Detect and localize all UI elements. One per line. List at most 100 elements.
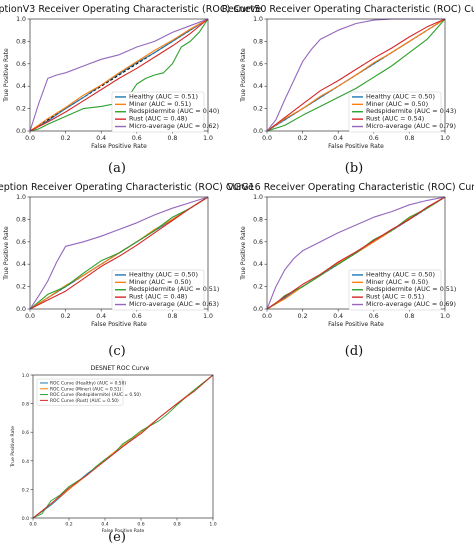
x-axis-label: False Positive Rate bbox=[328, 143, 384, 150]
roc-series-line bbox=[29, 196, 209, 310]
y-axis-label: True Positive Rate bbox=[3, 226, 10, 281]
legend-entry: Healthy (AUC = 0.51) bbox=[129, 92, 198, 100]
legend-entry: Micro-average (AUC = 0.63) bbox=[129, 300, 219, 308]
roc-series-line bbox=[29, 18, 209, 132]
x-tick-label: 0.6 bbox=[132, 135, 142, 142]
legend-entry: Healthy (AUC = 0.50) bbox=[366, 270, 435, 278]
legend-entry: ROC Curve (Rust) (AUC = 0.50) bbox=[50, 398, 119, 404]
x-tick-label: 0.2 bbox=[61, 313, 71, 320]
y-tick-label: 1.0 bbox=[22, 373, 29, 379]
roc-series-line bbox=[266, 18, 446, 132]
x-tick-label: 1.0 bbox=[440, 313, 450, 320]
legend-entry: ROC Curve (Miner) (AUC = 0.51) bbox=[50, 386, 122, 392]
legend-entry: Rust (AUC = 0.54) bbox=[366, 115, 424, 123]
roc-series-line bbox=[266, 196, 446, 310]
roc-series-line bbox=[32, 374, 214, 519]
legend-entry: Healthy (AUC = 0.50) bbox=[366, 92, 435, 100]
x-tick-label: 1.0 bbox=[440, 135, 450, 142]
x-tick-label: 0.8 bbox=[167, 313, 177, 320]
roc-chart-desnet-svg: DESNET ROC Curve 0.0 0.2 0.4 0.6 0.8 1.0 0.0 0.2… bbox=[10, 365, 217, 534]
x-tick-label: 0.2 bbox=[298, 135, 308, 142]
roc-series-line bbox=[266, 196, 446, 310]
roc-chart-resnet50-svg: Resnet50 Receiver Operating Characterist… bbox=[222, 4, 474, 150]
x-tick-label: 0.0 bbox=[262, 313, 272, 320]
x-tick-label: 0.0 bbox=[25, 313, 35, 320]
roc-chart-inceptionv3-svg: inceptionV3 Receiver Operating Character… bbox=[0, 4, 261, 150]
y-tick-label: 1.0 bbox=[16, 16, 26, 23]
legend-entry: Micro-average (AUC = 0.62) bbox=[129, 122, 219, 130]
x-tick-label: 0.4 bbox=[96, 313, 106, 320]
y-tick-label: 0.8 bbox=[16, 216, 26, 223]
x-axis-label: False Positive Rate bbox=[328, 321, 384, 328]
legend-entry: ROC Curve (Healthy) (AUC = 0.50) bbox=[50, 380, 126, 386]
x-tick-label: 0.8 bbox=[404, 135, 414, 142]
legend-box bbox=[36, 378, 124, 406]
legend-box bbox=[111, 91, 205, 133]
x-tick-label: 0.8 bbox=[404, 313, 414, 320]
y-tick-label: 0.8 bbox=[253, 38, 263, 45]
panel-label-e: (e) bbox=[108, 530, 126, 545]
panel-label-b: (b) bbox=[344, 161, 364, 176]
y-axis-label: True Positive Rate bbox=[10, 426, 16, 468]
roc-series-line bbox=[29, 18, 209, 132]
legend-entry: Miner (AUC = 0.50) bbox=[366, 100, 428, 108]
x-tick-label: 0.2 bbox=[65, 522, 72, 528]
y-tick-label: 0.2 bbox=[253, 106, 263, 113]
x-tick-label: 1.0 bbox=[209, 522, 216, 528]
y-tick-label: 0.4 bbox=[22, 459, 29, 465]
panel-label-c: (c) bbox=[108, 344, 126, 359]
legend-entry: Redspidermite (AUC = 0.51) bbox=[366, 285, 456, 293]
y-tick-label: 1.0 bbox=[253, 194, 263, 201]
y-tick-label: 0.8 bbox=[16, 38, 26, 45]
legend-entry: Miner (AUC = 0.51) bbox=[129, 100, 191, 108]
y-tick-label: 0.8 bbox=[253, 216, 263, 223]
x-tick-label: 0.2 bbox=[61, 135, 71, 142]
roc-chart-xception-svg: Xception Receiver Operating Characterist… bbox=[0, 182, 254, 328]
x-tick-label: 0.6 bbox=[132, 313, 142, 320]
chart-title: Xception Receiver Operating Characterist… bbox=[0, 182, 254, 193]
legend-entry: Redspidermite (AUC = 0.51) bbox=[129, 285, 219, 293]
legend-entry: Redspidermite (AUC = 0.40) bbox=[129, 107, 219, 115]
roc-chart-xception: Xception Receiver Operating Characterist… bbox=[0, 178, 254, 343]
roc-chart-inceptionv3: inceptionV3 Receiver Operating Character… bbox=[0, 0, 261, 165]
roc-series-line bbox=[266, 18, 446, 132]
legend-entry: Micro-average (AUC = 0.79) bbox=[366, 122, 456, 130]
y-tick-label: 0.0 bbox=[253, 306, 263, 313]
roc-series-line bbox=[32, 374, 214, 519]
y-tick-label: 0.2 bbox=[16, 106, 26, 113]
y-tick-label: 0.4 bbox=[253, 261, 263, 268]
roc-series-line bbox=[29, 18, 209, 132]
legend-entry: Redspidermite (AUC = 0.43) bbox=[366, 107, 456, 115]
chart-title: Resnet50 Receiver Operating Characterist… bbox=[222, 4, 474, 15]
legend-entry: Miner (AUC = 0.50) bbox=[129, 278, 191, 286]
legend-box bbox=[348, 91, 442, 133]
y-tick-label: 0.2 bbox=[16, 284, 26, 291]
x-tick-label: 0.4 bbox=[333, 313, 343, 320]
y-tick-label: 0.0 bbox=[16, 306, 26, 313]
chart-title: inceptionV3 Receiver Operating Character… bbox=[0, 4, 261, 15]
x-tick-label: 1.0 bbox=[203, 135, 213, 142]
x-tick-label: 0.0 bbox=[29, 522, 36, 528]
y-tick-label: 1.0 bbox=[16, 194, 26, 201]
y-tick-label: 0.6 bbox=[16, 61, 26, 68]
y-axis-label: True Positive Rate bbox=[240, 226, 247, 281]
roc-chart-desnet: DESNET ROC Curve 0.0 0.2 0.4 0.6 0.8 1.0 0.0 0.2… bbox=[0, 360, 237, 534]
roc-series-line bbox=[29, 196, 209, 310]
legend-entry: Healthy (AUC = 0.50) bbox=[129, 270, 198, 278]
y-tick-label: 0.6 bbox=[253, 61, 263, 68]
roc-series-line bbox=[266, 196, 446, 310]
roc-chart-resnet50: Resnet50 Receiver Operating Characterist… bbox=[222, 0, 474, 165]
x-tick-label: 0.8 bbox=[167, 135, 177, 142]
legend-box bbox=[348, 269, 442, 311]
x-tick-label: 0.4 bbox=[96, 135, 106, 142]
roc-series-line bbox=[29, 18, 209, 132]
y-tick-label: 0.6 bbox=[22, 430, 29, 436]
roc-chart-vgg16-svg: VGG16 Receiver Operating Characteristic … bbox=[227, 182, 474, 328]
y-tick-label: 1.0 bbox=[253, 16, 263, 23]
roc-series-line bbox=[29, 196, 209, 310]
x-tick-label: 0.2 bbox=[298, 313, 308, 320]
x-tick-label: 0.4 bbox=[101, 522, 108, 528]
y-tick-label: 0.2 bbox=[253, 284, 263, 291]
plot-frame bbox=[32, 374, 214, 519]
legend-entry: Miner (AUC = 0.50) bbox=[366, 278, 428, 286]
